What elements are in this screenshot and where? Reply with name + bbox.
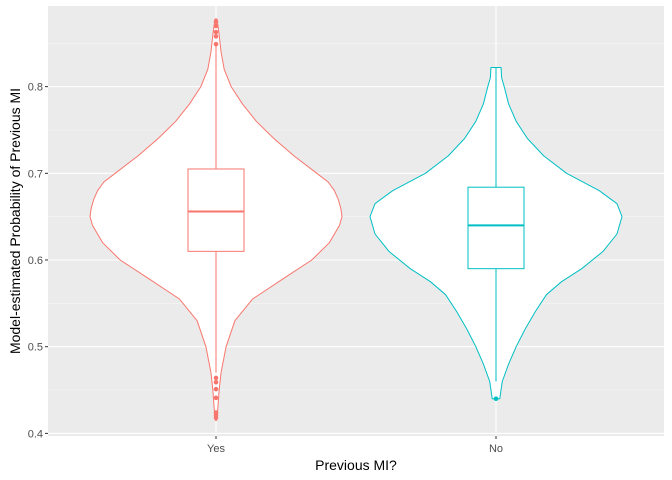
box-iqr <box>467 186 525 270</box>
x-axis-title: Previous MI? <box>315 457 397 473</box>
outlier-point <box>213 379 219 385</box>
y-tick-label: 0.4 <box>28 428 43 440</box>
y-tick-label: 0.6 <box>28 255 43 267</box>
box-iqr <box>187 168 245 252</box>
outlier-point <box>213 23 219 29</box>
outlier-point <box>213 395 219 401</box>
outlier-point <box>213 375 219 381</box>
violin-group-no <box>369 67 623 402</box>
outlier-point <box>213 386 219 392</box>
outlier-point <box>493 396 499 402</box>
outlier-point <box>213 29 219 35</box>
y-axis: 0.4 0.5 0.6 0.7 0.8 <box>28 82 48 440</box>
outlier-point <box>213 19 219 24</box>
y-tick-label: 0.5 <box>28 342 43 354</box>
violin-group-yes <box>89 18 343 421</box>
y-tick-label: 0.7 <box>28 168 43 180</box>
x-tick-label: No <box>489 443 503 455</box>
violins <box>89 18 623 421</box>
outlier-point <box>213 34 219 39</box>
outlier-point <box>213 41 219 47</box>
x-tick-label: Yes <box>207 443 225 455</box>
y-axis-title: Model-estimated Probability of Previous … <box>7 88 23 354</box>
x-axis: Yes No <box>207 436 503 455</box>
outlier-point <box>213 415 219 421</box>
y-tick-label: 0.8 <box>28 82 43 94</box>
